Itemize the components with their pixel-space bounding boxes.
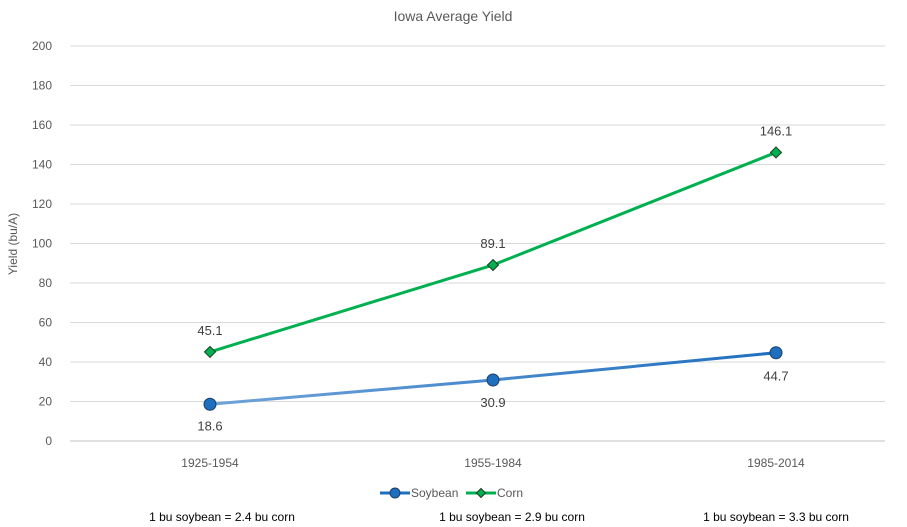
- legend-soybean-label: Soybean: [411, 486, 458, 500]
- legend-item-soybean: Soybean: [380, 486, 458, 500]
- y-tick-label: 60: [39, 316, 53, 330]
- y-tick-label: 20: [39, 395, 53, 409]
- chart-title: Iowa Average Yield: [394, 8, 513, 24]
- corn-point: [203, 345, 217, 359]
- y-tick-label: 80: [39, 276, 53, 290]
- y-axis-ticks: 0 20 40 60 80 100 120 140 160 180 200: [32, 39, 52, 448]
- y-tick-label: 160: [32, 118, 52, 132]
- x-tick-label: 1985-2014: [747, 456, 805, 470]
- series-soybean: 18.6 30.9 44.7: [197, 346, 789, 433]
- corn-point: [486, 258, 500, 272]
- legend-corn-label: Corn: [497, 486, 523, 500]
- corn-point: [769, 146, 783, 159]
- series-corn: 45.1 89.1 146.1: [197, 123, 793, 359]
- x-axis-ticks: 1925-1954 1955-1984 1985-2014: [181, 456, 805, 470]
- legend: Soybean Corn: [380, 486, 523, 500]
- data-label: 146.1: [760, 123, 793, 138]
- data-label: 89.1: [480, 236, 505, 251]
- conversion-note: 1 bu soybean = 2.9 bu corn: [439, 510, 585, 524]
- soybean-point: [769, 346, 783, 360]
- data-label: 45.1: [197, 323, 222, 338]
- conversion-note: 1 bu soybean = 2.4 bu corn: [149, 510, 295, 524]
- conversion-notes: 1 bu soybean = 2.4 bu corn 1 bu soybean =…: [149, 510, 849, 524]
- soybean-point: [486, 373, 500, 387]
- y-tick-label: 0: [45, 434, 52, 448]
- y-tick-label: 40: [39, 355, 53, 369]
- y-tick-label: 120: [32, 197, 52, 211]
- x-tick-label: 1955-1984: [464, 456, 522, 470]
- conversion-note: 1 bu soybean = 3.3 bu corn: [703, 510, 849, 524]
- y-tick-label: 100: [32, 237, 52, 251]
- x-tick-label: 1925-1954: [181, 456, 239, 470]
- legend-soybean-marker: [389, 487, 401, 499]
- legend-corn-marker: [475, 487, 487, 499]
- y-tick-label: 200: [32, 39, 52, 53]
- y-tick-label: 180: [32, 79, 52, 93]
- y-tick-label: 140: [32, 158, 52, 172]
- soybean-point: [203, 397, 217, 411]
- data-label: 30.9: [480, 395, 505, 410]
- data-label: 44.7: [763, 369, 788, 384]
- data-label: 18.6: [197, 418, 222, 433]
- legend-item-corn: Corn: [466, 486, 523, 500]
- series-layer: 18.6 30.9 44.7 45.1 89.1 146.1: [197, 123, 792, 433]
- y-axis-label: Yield (bu/A): [6, 213, 20, 275]
